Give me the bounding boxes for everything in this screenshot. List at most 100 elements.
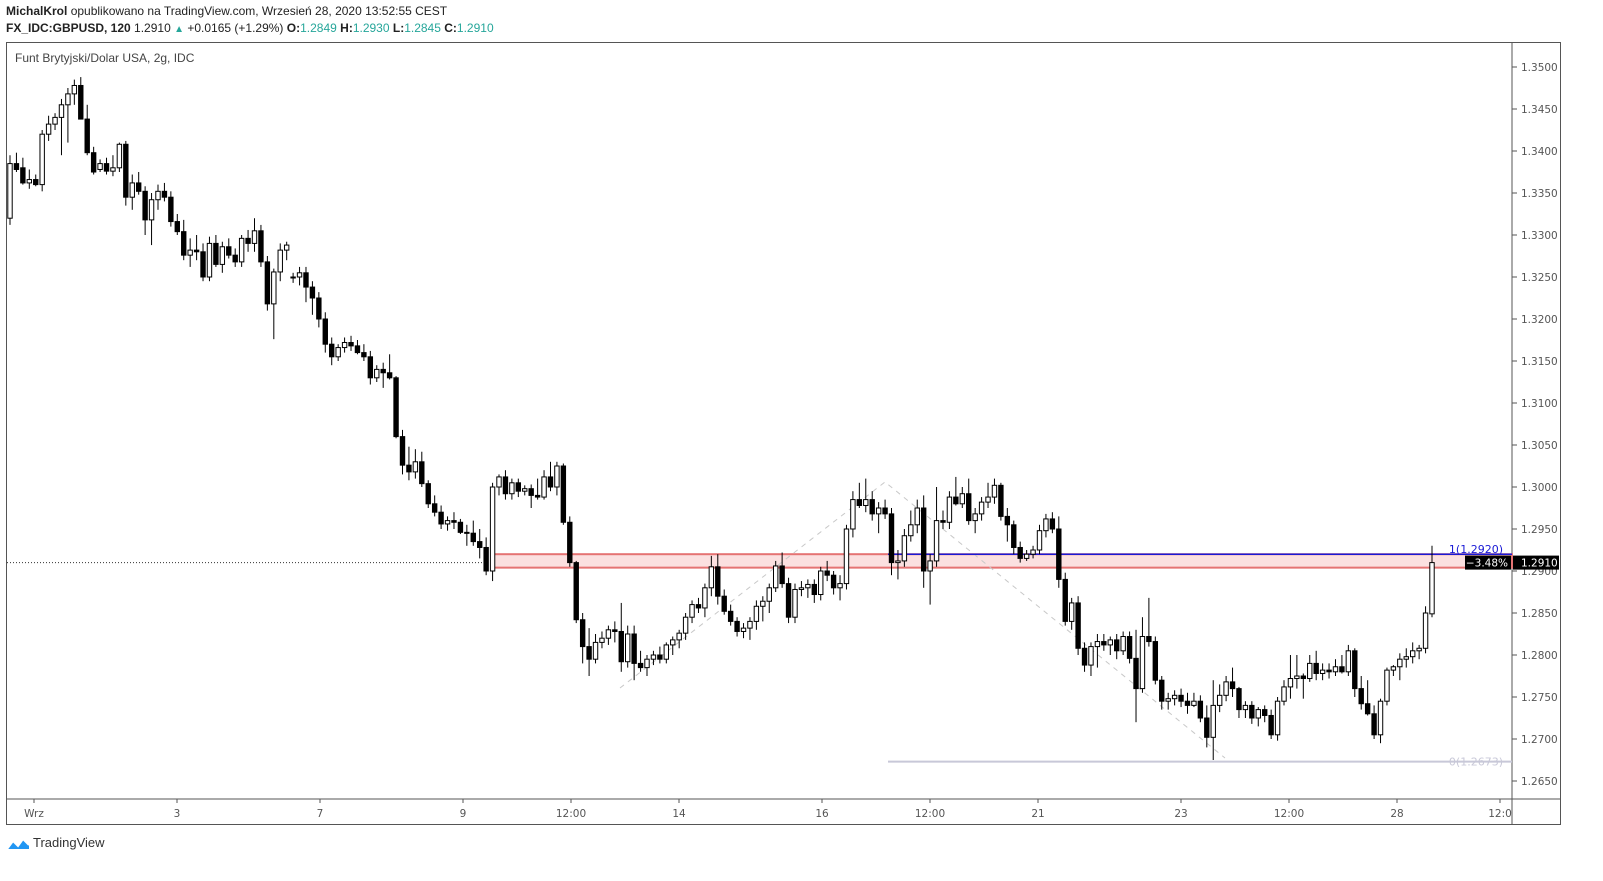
candle-bear (830, 574, 837, 589)
candle-bull (843, 528, 850, 585)
candle-bull (554, 465, 560, 488)
time-tick-label: 9 (460, 808, 467, 820)
time-tick-label: 23 (1174, 808, 1187, 820)
candle-bear (727, 610, 734, 622)
candle-bull (187, 249, 193, 256)
candle-bear (438, 511, 444, 525)
candle-bear (1364, 703, 1371, 715)
candle-bear (966, 493, 972, 522)
candle-bull (663, 644, 670, 660)
candle-bull (1377, 700, 1384, 736)
candle-bull (702, 587, 708, 609)
candle-bear (715, 566, 721, 597)
publish-info: MichalKrol opublikowano na TradingView.c… (6, 4, 447, 18)
price-tick-label: 1.3300 (1521, 230, 1558, 242)
candle-bear (734, 620, 740, 632)
candle-bear (1313, 662, 1319, 674)
candle-bear (888, 513, 895, 564)
candle-bear (13, 163, 20, 170)
candle-bear (1352, 650, 1358, 690)
candle-bull (1397, 658, 1403, 668)
candle-bear (1146, 636, 1152, 643)
candle-bull (978, 501, 985, 515)
candle-bull (1120, 636, 1126, 652)
candle-bear (1017, 546, 1023, 559)
candle-bull (1210, 704, 1216, 738)
candle-bull (1088, 646, 1094, 666)
candle-bull (747, 620, 753, 629)
time-tick-label: 12:00 (915, 808, 945, 820)
price-tick-label: 1.3450 (1521, 104, 1558, 116)
candle-bear (920, 507, 927, 572)
candle-bull (1036, 530, 1043, 551)
candle-bull (901, 535, 908, 562)
candle-bull (1068, 602, 1075, 622)
candle-bear (940, 520, 946, 523)
candle-bear (560, 465, 567, 523)
time-tick-label: 12:00 (1274, 808, 1304, 820)
candle-bull (412, 461, 419, 473)
candle-bull (644, 658, 650, 669)
time-tick-label: 12:0 (1488, 808, 1512, 820)
candle-bull (766, 587, 772, 602)
candle-bull (509, 482, 515, 495)
candle-bear (695, 604, 702, 609)
candle-bear (811, 583, 817, 596)
candle-bear (1204, 717, 1210, 738)
candle-bear (103, 163, 110, 172)
candle-bear (1081, 647, 1088, 666)
candle-bear (451, 520, 457, 523)
candle-bear (348, 342, 354, 347)
low-value: 1.2845 (404, 21, 441, 35)
candle-bear (1371, 713, 1377, 736)
candle-bear (1114, 639, 1120, 652)
candle-bear (1358, 688, 1364, 705)
candle-bull (219, 246, 226, 265)
candle-bull (129, 182, 135, 198)
candle-bull (296, 272, 303, 278)
candle-bear (477, 541, 483, 548)
tradingview-logo[interactable]: TradingView (6, 835, 105, 850)
close-value: 1.2910 (456, 21, 494, 35)
candle-bull (45, 123, 52, 135)
candle-bull (625, 633, 631, 663)
candle-bull (277, 249, 283, 273)
candle-bull (1107, 639, 1113, 646)
close-label: C: (444, 21, 457, 35)
price-tick-label: 1.3400 (1521, 146, 1558, 158)
candle-bear (200, 251, 206, 278)
candle-bull (708, 566, 715, 589)
candle-bear (457, 521, 464, 533)
candle-bear (953, 496, 959, 505)
candle-bull (850, 499, 856, 530)
candle-bear (1339, 666, 1345, 673)
candle-bull (374, 368, 380, 379)
candle-bull (335, 347, 341, 358)
candle-bull (1332, 666, 1339, 673)
candle-bull (1429, 562, 1435, 615)
high-value: 1.2930 (352, 21, 390, 35)
dashed-trend-line[interactable] (619, 481, 1226, 759)
candle-bull (148, 199, 155, 221)
price-tick-label: 1.3250 (1521, 272, 1558, 284)
candle-bear (90, 152, 97, 173)
candle-bear (20, 167, 26, 184)
candle-bear (135, 182, 142, 192)
candle-bear (1197, 700, 1204, 719)
candle-bull (251, 230, 258, 244)
candle-bull (592, 641, 599, 660)
candle-bear (316, 297, 322, 320)
change-pct-badge (1465, 555, 1511, 570)
candle-bear (1133, 657, 1139, 690)
candle-bear (168, 196, 174, 223)
chart-frame (6, 42, 1561, 825)
candle-bull (1390, 666, 1397, 671)
candle-bear (483, 546, 489, 572)
candle-bear (998, 484, 1004, 517)
candle-bull (959, 493, 965, 505)
candle-bull (837, 583, 843, 589)
candle-bear (573, 562, 579, 621)
candle-bull (863, 499, 869, 506)
price-tick-label: 1.3350 (1521, 188, 1558, 200)
